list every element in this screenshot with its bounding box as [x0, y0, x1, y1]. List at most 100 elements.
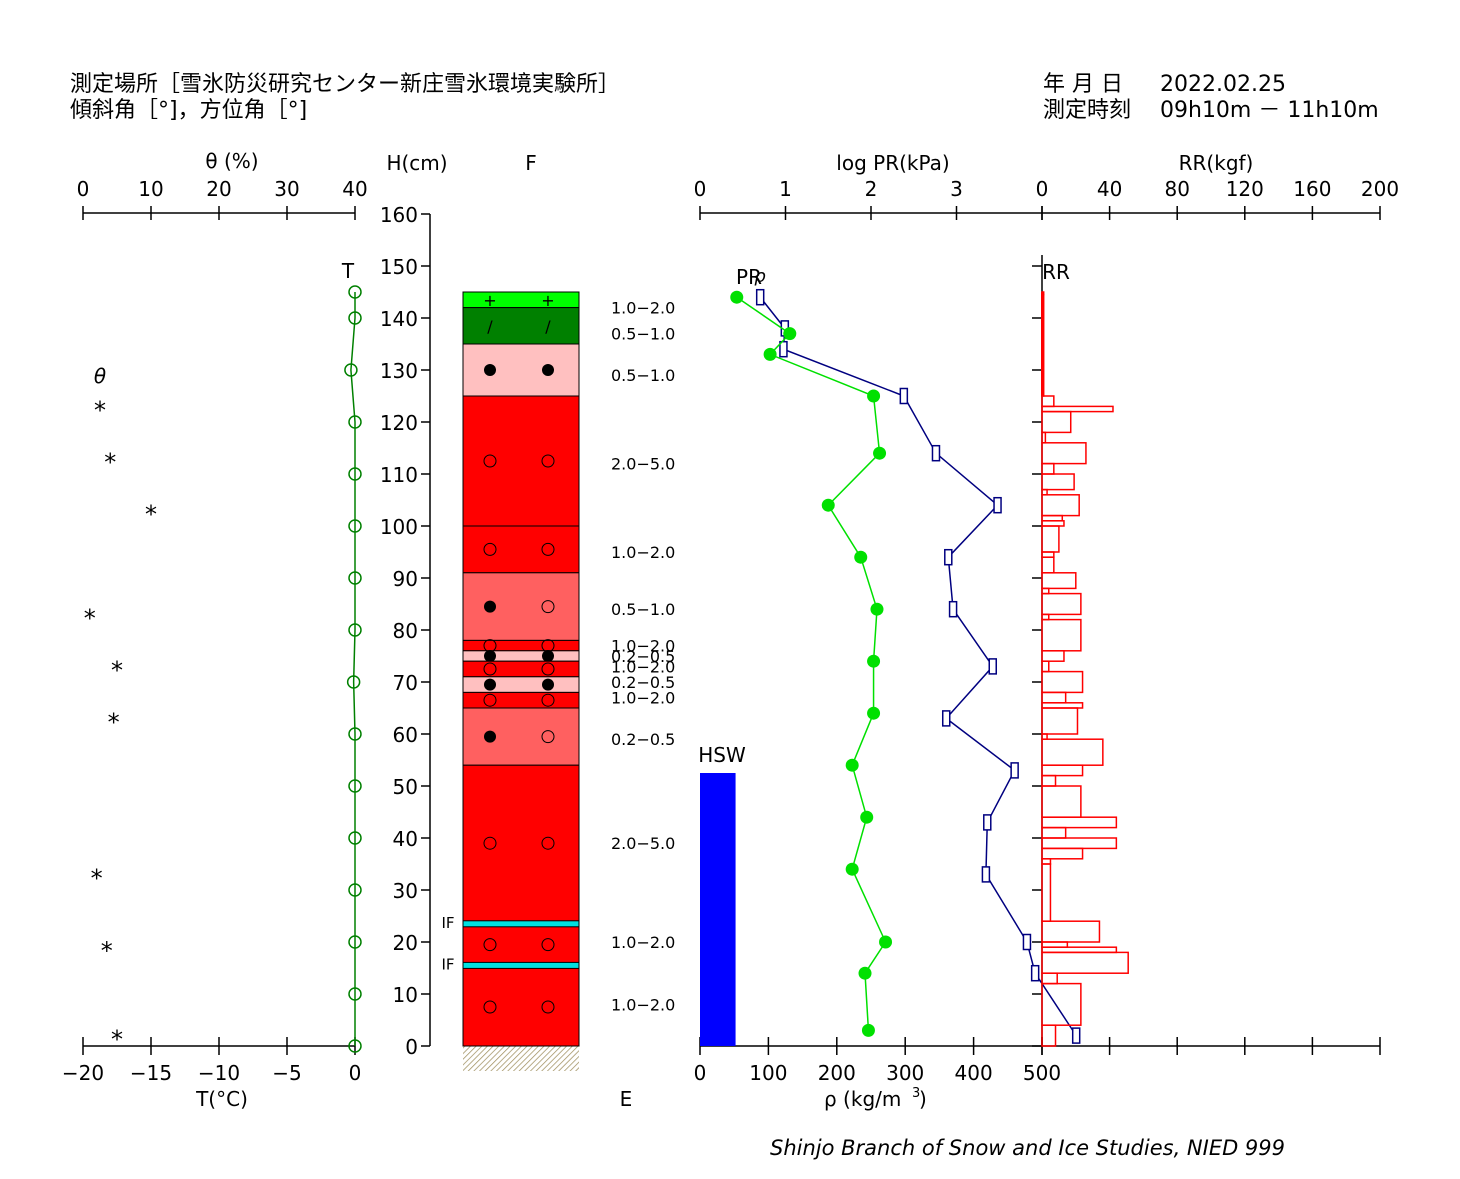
height-tick-label: 140 — [380, 307, 418, 331]
rr-bar — [1041, 514, 1064, 522]
rr-bar — [1041, 488, 1048, 496]
rr-bar — [1041, 1024, 1057, 1047]
snow-layer — [462, 676, 580, 693]
temperature-point — [348, 311, 362, 325]
temperature-point — [348, 935, 362, 949]
height-tick-label: 30 — [393, 879, 418, 903]
grain-symbol: / — [545, 317, 551, 336]
pr-point — [867, 389, 881, 403]
theta-point: * — [101, 937, 113, 965]
height-tick-label: 130 — [380, 359, 418, 383]
grain-symbol: + — [483, 291, 496, 310]
density-axis-title: ρ (kg/m — [824, 1087, 901, 1111]
height-tick-label: 150 — [380, 255, 418, 279]
rr-bar — [1041, 520, 1065, 527]
height-tick-label: 90 — [393, 567, 418, 591]
height-tick-label: 160 — [380, 203, 418, 227]
height-tick-label: 0 — [405, 1035, 418, 1059]
grain-size-label: 1.0−2.0 — [611, 933, 675, 952]
pr-point — [854, 550, 868, 564]
rr-tick-label: 80 — [1164, 177, 1189, 201]
grain-symbol-faceted — [483, 836, 497, 850]
footer-credit: Shinjo Branch of Snow and Ice Studies, N… — [770, 1136, 1286, 1160]
theta-point: * — [145, 500, 157, 528]
theta-tick-label: 20 — [206, 177, 231, 201]
pr-point — [783, 327, 797, 341]
rr-bar — [1041, 556, 1055, 574]
snow-layer — [462, 343, 580, 397]
grain-size-label: 0.2−0.5 — [611, 673, 675, 692]
rr-bar — [1041, 920, 1101, 943]
height-tick-label: 60 — [393, 723, 418, 747]
grain-symbol-faceted — [541, 836, 555, 850]
grain-symbol-faceted — [483, 693, 497, 707]
snow-layer — [462, 650, 580, 662]
angle-line: 傾斜角［°]，方位角［°] — [70, 98, 308, 123]
height-tick-label: 120 — [380, 411, 418, 435]
pr-point — [870, 602, 884, 616]
rr-tick-label: 0 — [1036, 177, 1049, 201]
grain-symbol-faceted — [541, 730, 555, 744]
snow-layer — [462, 572, 580, 641]
pr-point — [860, 810, 874, 824]
rr-bar — [1041, 613, 1050, 621]
hsw-label: HSW — [698, 743, 746, 767]
rr-series-label: RR — [1042, 260, 1070, 284]
density-point — [899, 387, 909, 405]
time-label: 測定時刻 — [1043, 98, 1132, 123]
rr-bar — [1041, 405, 1114, 413]
grain-shape-title: F — [525, 151, 537, 175]
rr-bar — [1041, 462, 1055, 475]
rr-bar — [1041, 863, 1052, 922]
rr-axis-title: RR(kgf) — [1179, 151, 1254, 175]
grain-size-title: E — [620, 1087, 633, 1111]
height-tick-label: 10 — [393, 983, 418, 1007]
height-tick-label: 110 — [380, 463, 418, 487]
rr-bar — [1041, 951, 1129, 974]
grain-symbol-faceted — [541, 600, 555, 614]
rr-tick-label: 160 — [1293, 177, 1331, 201]
grain-symbol-faceted — [541, 693, 555, 707]
pr-point — [879, 935, 893, 949]
rr-bar — [1041, 691, 1067, 704]
rr-bar — [1041, 494, 1080, 517]
rr-bar — [1041, 592, 1082, 616]
rr-bar — [1041, 395, 1055, 408]
density-point — [931, 444, 941, 462]
rr-bar — [1041, 707, 1079, 735]
pr-point — [730, 290, 744, 304]
density-line — [759, 296, 1077, 1037]
theta-tick-label: 40 — [342, 177, 367, 201]
temperature-series-label: T — [341, 259, 355, 283]
height-tick-label: 40 — [393, 827, 418, 851]
grain-symbol-faceted — [483, 662, 497, 676]
date-value: 2022.02.25 — [1160, 72, 1286, 97]
theta-point: * — [104, 448, 116, 476]
theta-point: * — [111, 656, 123, 684]
grain-size-label: 0.2−0.5 — [611, 730, 675, 749]
pr-point — [845, 862, 859, 876]
temperature-point — [346, 675, 361, 689]
height-tick-label: 80 — [393, 619, 418, 643]
grain-size-label: 1.0−2.0 — [611, 995, 675, 1014]
pr-point — [845, 758, 859, 772]
date-label: 年 月 日 — [1043, 72, 1123, 97]
rr-bar — [1041, 785, 1082, 818]
pr-tick-label: 2 — [865, 177, 878, 201]
rr-bar — [1041, 837, 1118, 850]
grain-size-label: 1.0−2.0 — [611, 637, 675, 656]
theta-tick-label: 10 — [138, 177, 163, 201]
rr-bar — [1041, 660, 1050, 673]
rr-bar — [1041, 670, 1084, 694]
grain-symbol: / — [487, 317, 493, 336]
pr-point — [867, 654, 881, 668]
pr-tick-label: 0 — [694, 177, 707, 201]
density-point — [993, 496, 1002, 514]
grain-symbol-rounded — [542, 650, 554, 662]
density-point — [988, 658, 998, 675]
grain-symbol-rounded — [542, 678, 554, 691]
rr-tick-label: 200 — [1361, 177, 1399, 201]
rr-bar — [1041, 442, 1087, 465]
temperature-point — [348, 1039, 362, 1053]
